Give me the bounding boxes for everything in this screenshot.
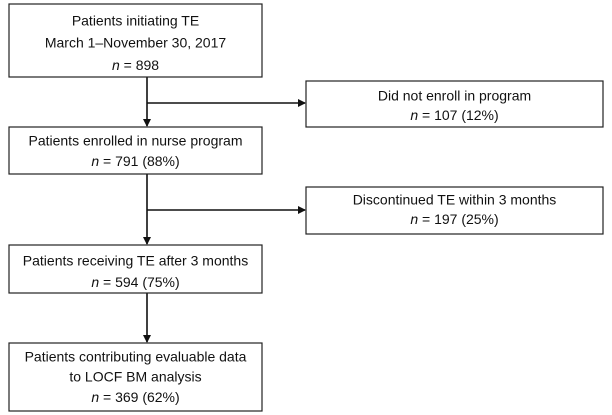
node-count: n = 197 (25%): [410, 211, 498, 227]
node-label: Patients contributing evaluable data: [25, 349, 247, 365]
count-symbol: n: [410, 211, 418, 227]
node-box: [8, 244, 263, 294]
count-symbol: n: [91, 274, 99, 290]
count-value: = 791 (88%): [99, 153, 180, 169]
node-label: Patients receiving TE after 3 months: [23, 253, 248, 269]
count-value: = 107 (12%): [418, 107, 499, 123]
count-value: = 369 (62%): [99, 389, 180, 405]
node-box: [8, 126, 263, 175]
count-symbol: n: [410, 107, 418, 123]
node-count: n = 107 (12%): [410, 107, 498, 123]
count-symbol: n: [91, 153, 99, 169]
node-box: [8, 3, 263, 78]
boxes: Patients initiating TE March 1–November 3…: [8, 3, 604, 412]
node-box: [305, 80, 604, 128]
node-box: [8, 342, 263, 412]
node-label: Discontinued TE within 3 months: [353, 192, 557, 208]
count-value: = 594 (75%): [99, 274, 180, 290]
count-value: = 197 (25%): [418, 211, 499, 227]
count-symbol: n: [91, 389, 99, 405]
node-label: March 1–November 30, 2017: [45, 35, 227, 51]
count-symbol: n: [112, 57, 120, 73]
node-count: n = 791 (88%): [91, 153, 179, 169]
node-label: to LOCF BM analysis: [69, 369, 201, 385]
node-box: [305, 186, 604, 235]
count-value: = 898: [120, 57, 160, 73]
node-count: n = 369 (62%): [91, 389, 179, 405]
node-label: Patients enrolled in nurse program: [28, 133, 242, 149]
node-count: n = 898: [112, 57, 159, 73]
node-count: n = 594 (75%): [91, 274, 179, 290]
node-label: Patients initiating TE: [72, 13, 199, 29]
node-label: Did not enroll in program: [378, 88, 531, 104]
